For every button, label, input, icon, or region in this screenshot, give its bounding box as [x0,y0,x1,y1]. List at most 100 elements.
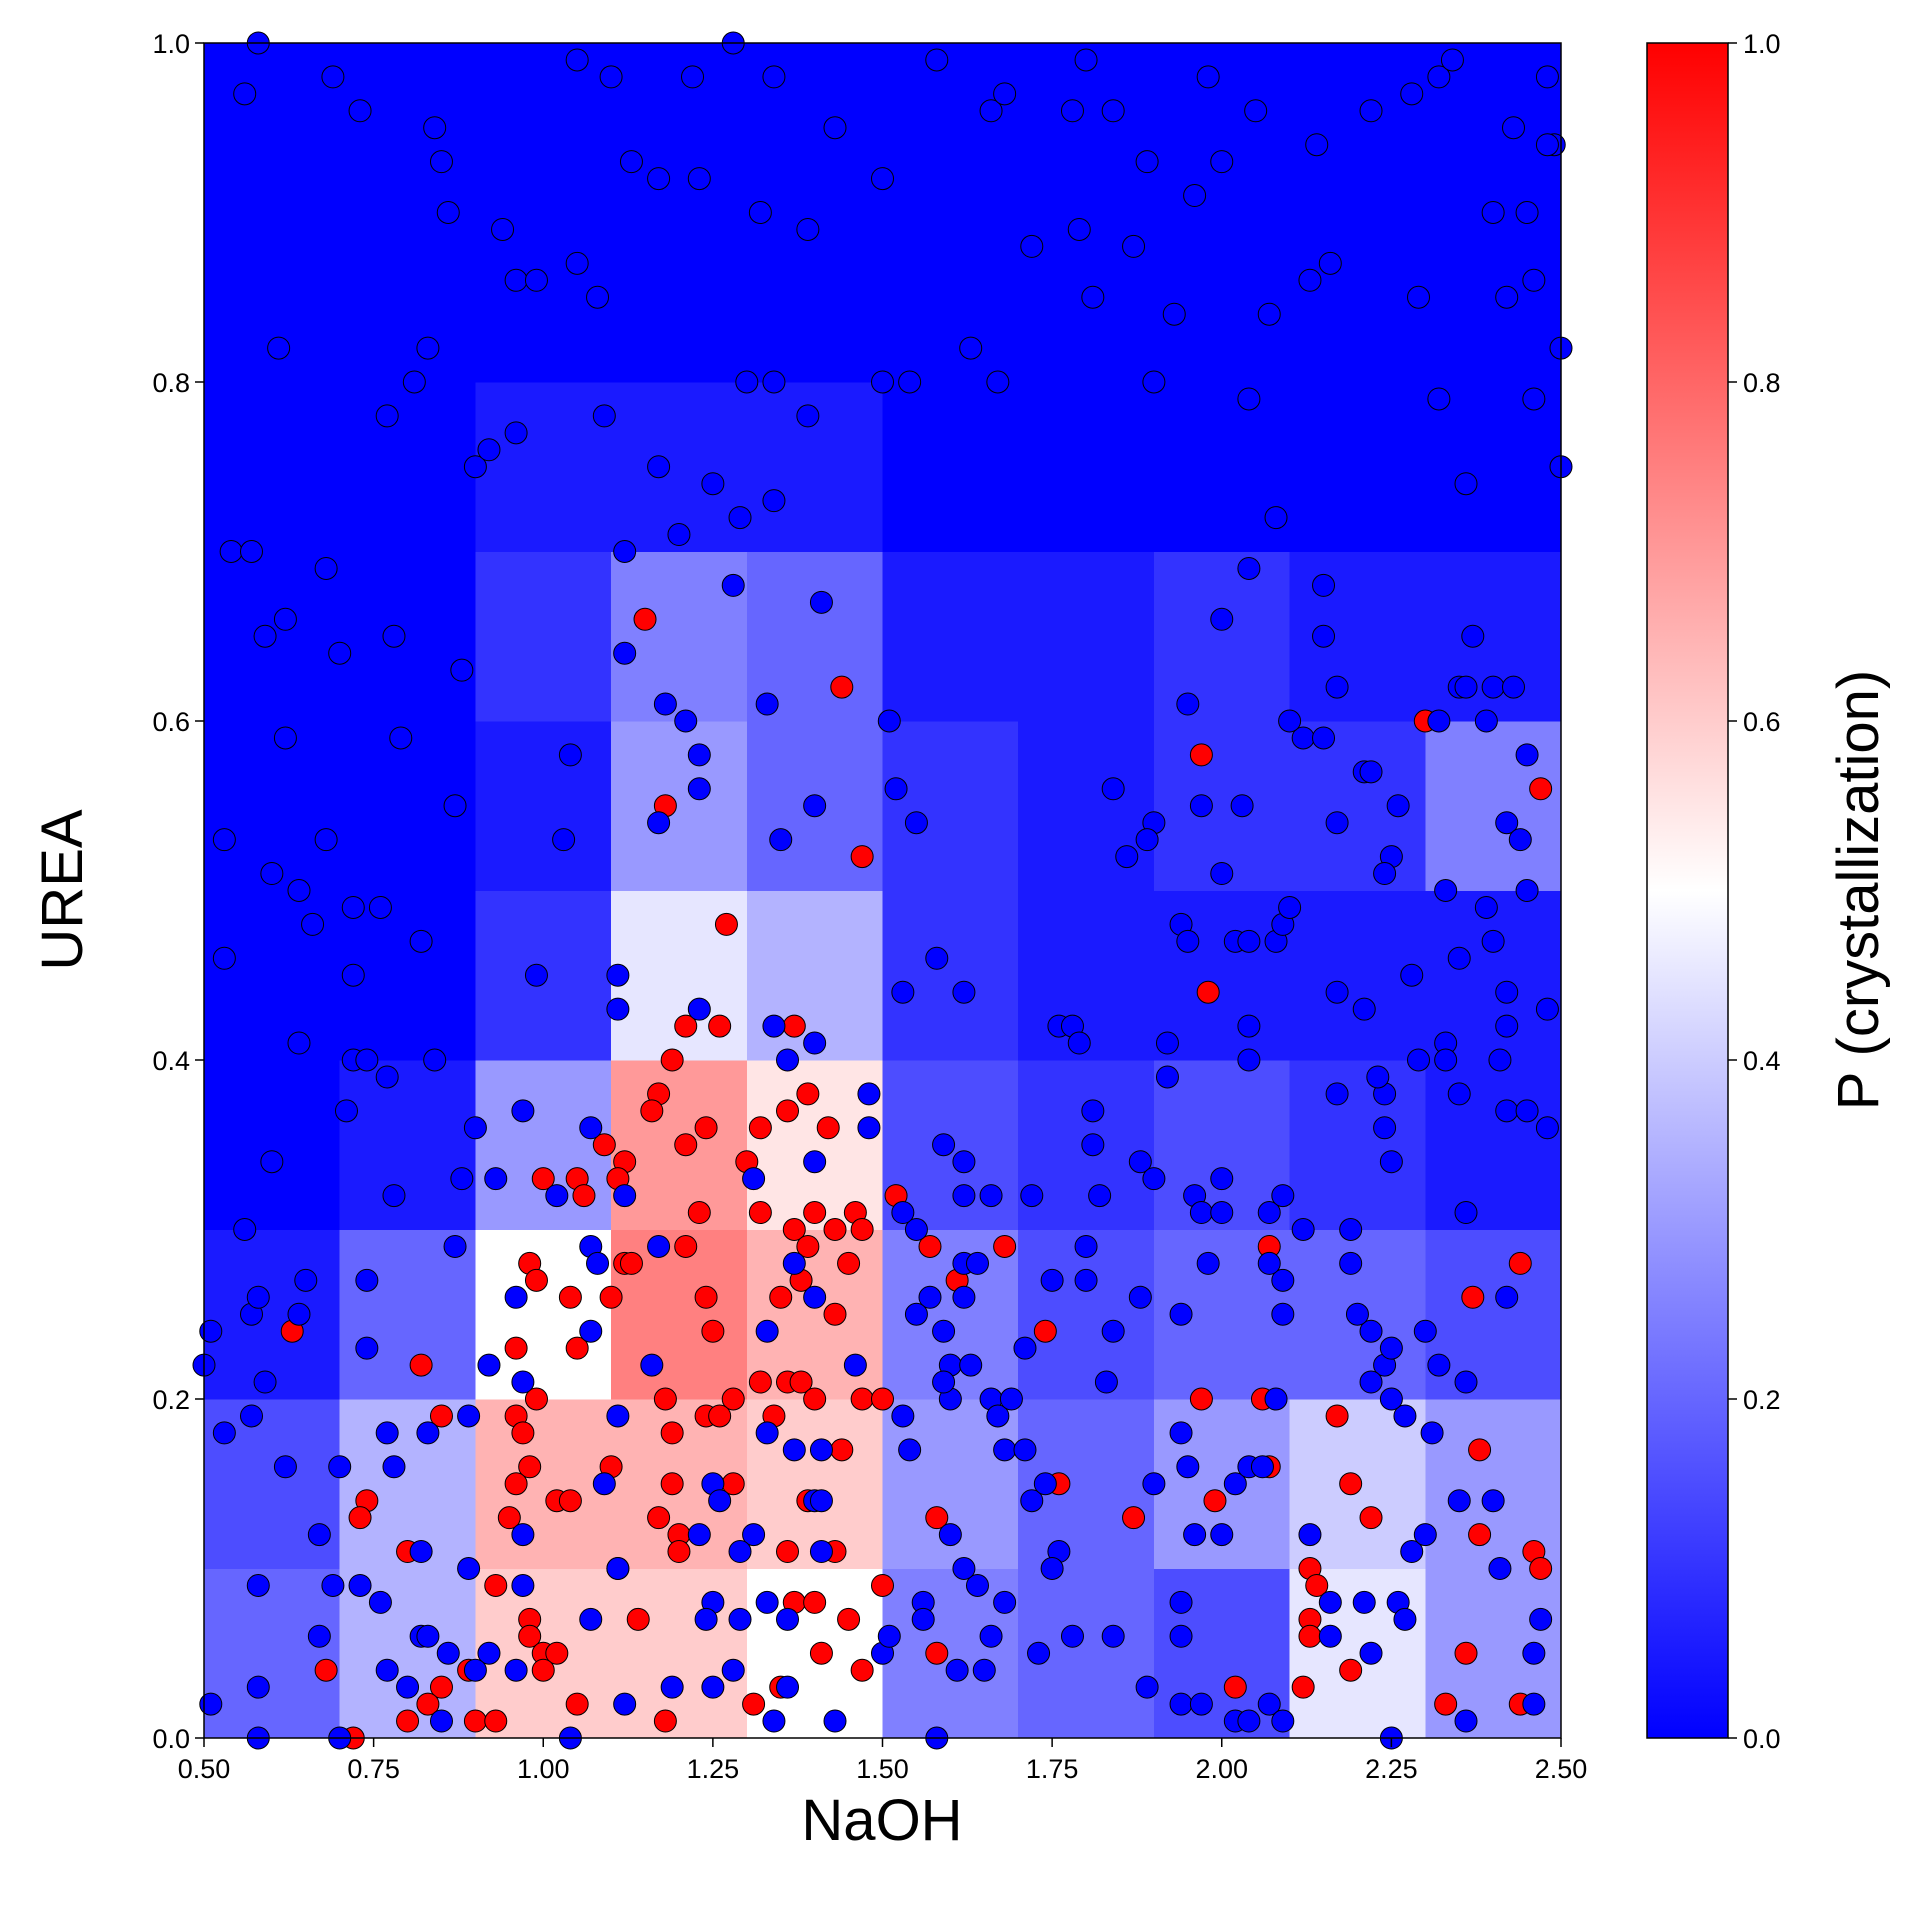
point [938,1523,962,1547]
point [728,506,752,530]
point [871,370,894,394]
point [993,1234,1017,1258]
point [776,1675,800,1699]
point [511,1099,535,1123]
point [1413,1319,1437,1343]
point [565,251,589,275]
point [1325,675,1349,699]
point [1013,1336,1037,1360]
point [1515,1099,1539,1123]
heat-cell [611,43,748,213]
point [742,1523,766,1547]
point [1502,116,1526,140]
point [1271,1709,1295,1733]
point [287,1031,311,1055]
point [796,404,820,428]
point [796,217,820,241]
heat-cell [1425,382,1562,552]
point [1359,760,1383,784]
point [1067,1031,1091,1055]
point [660,1472,684,1496]
point [626,1607,650,1631]
point [640,1353,664,1377]
point [674,1234,698,1258]
y-tick-label: 0.6 [152,707,190,737]
point [1515,743,1539,767]
point [524,268,548,292]
point [1101,1319,1125,1343]
point [708,1404,732,1428]
point [1210,1523,1234,1547]
point [1013,1438,1037,1462]
point [1373,1116,1397,1140]
point [1101,777,1125,801]
point [592,1133,616,1157]
point [762,65,786,89]
point [246,1573,270,1597]
point [1325,980,1349,1004]
point [647,167,671,191]
point [1210,607,1234,631]
heat-cell [475,721,612,891]
point [1461,1285,1485,1309]
point [965,1251,989,1275]
point [1522,268,1546,292]
point [1101,1624,1125,1648]
point [409,1540,433,1564]
point [1135,1675,1159,1699]
point [416,1421,440,1445]
point [586,285,610,309]
point [273,726,297,750]
point [667,1540,691,1564]
scatter-points [192,31,1573,1750]
point [1339,1251,1363,1275]
point [1454,1709,1478,1733]
point [368,895,392,919]
point [1454,675,1478,699]
heat-cell [204,1229,341,1400]
point [606,963,630,987]
point [823,1709,847,1733]
point [348,1506,372,1530]
point [613,641,637,665]
y-axis-label: UREA [30,809,95,970]
point [1189,1201,1213,1225]
point [1379,1387,1403,1411]
x-tick-label: 2.25 [1365,1754,1418,1784]
point [1468,1523,1492,1547]
heat-cell [1289,551,1426,722]
point [932,1319,956,1343]
point [728,1607,752,1631]
point [606,1404,630,1428]
point [1359,99,1383,123]
point [579,1607,603,1631]
point [1128,1285,1152,1309]
heat-cell [1289,1060,1426,1230]
point [1298,1523,1322,1547]
point [776,1099,800,1123]
point [429,1404,453,1428]
point [1495,811,1519,835]
point [463,455,487,479]
point [423,116,447,140]
heatmap [204,43,1562,1739]
y-tick-label: 0.4 [152,1046,190,1076]
point [1271,1302,1295,1326]
point [803,1150,827,1174]
point [511,1421,535,1445]
point [1522,1641,1546,1665]
point [1210,1167,1234,1191]
point [1257,1692,1281,1716]
point [1244,99,1268,123]
point [742,1167,766,1191]
y-tick-label: 0.8 [152,368,190,398]
heat-cell [475,1399,612,1569]
point [653,1709,677,1733]
point [477,1353,501,1377]
point [1508,828,1532,852]
point [552,828,576,852]
heat-cell [1153,551,1291,722]
point [586,1251,610,1275]
point [1278,895,1302,919]
point [396,1709,420,1733]
